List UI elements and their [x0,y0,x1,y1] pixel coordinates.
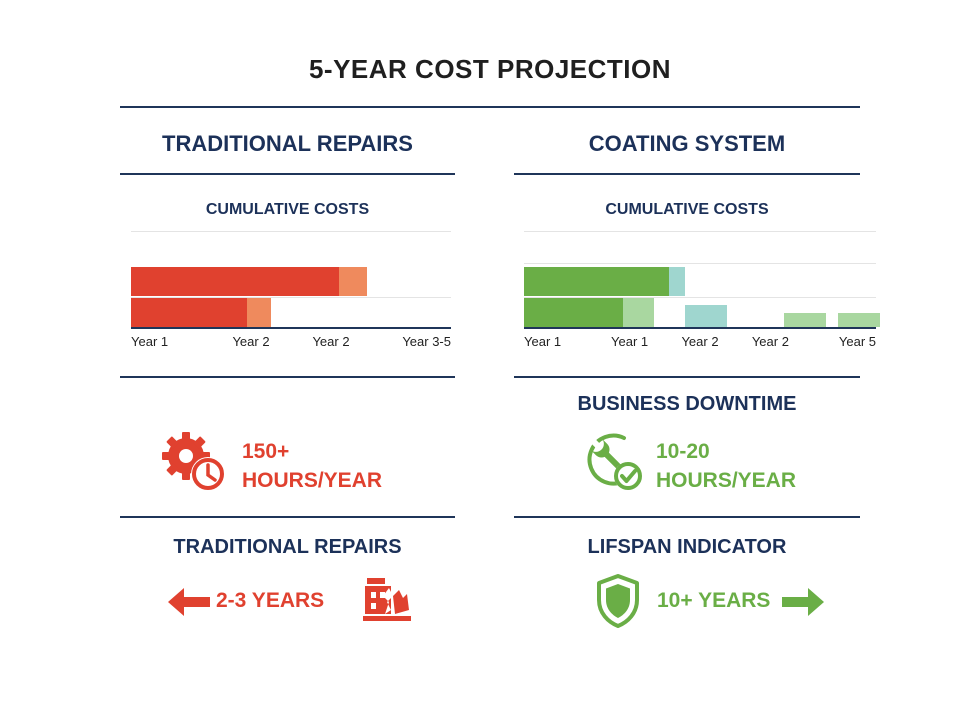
left-x-ticks: Year 1 Year 2 Year 2 Year 3-5 [131,334,451,352]
bar-row2-segment2 [247,298,271,327]
x-tick-label: Year 2 [232,334,270,349]
right-lifespan: 10+ YEARS [657,589,771,612]
right-lower-divider [514,516,860,518]
left-bottom-heading: TRADITIONAL REPAIRS [173,536,402,558]
left-cost-chart [131,226,451,330]
right-cost-chart [524,226,880,330]
x-tick-label: Year 5 [838,334,876,349]
right-heading: COATING SYSTEM [588,131,786,156]
right-downtime-heading: BUSINESS DOWNTIME [577,393,797,415]
right-bottom-heading: LIFSPAN INDICATOR [587,536,787,558]
x-tick-label: Year 2 [312,334,350,349]
bar-row1-segment2 [339,267,367,296]
bar-row2-segment1 [131,298,247,327]
left-downtime-value: 150+ [242,440,290,463]
left-lifespan: 2-3 YEARS [216,589,325,612]
right-chart-subtitle: CUMULATIVE COSTS [605,201,769,218]
gridline [524,231,876,232]
right-heading-divider [514,173,860,175]
arrow-right-icon [782,588,824,616]
left-downtime-unit: HOURS/YEAR [242,469,383,492]
arrow-left-icon [168,588,210,616]
left-chart-subtitle: CUMULATIVE COSTS [205,201,370,218]
bar-row1-segment1 [524,267,670,296]
broken-building-icon [363,576,411,622]
gridline [524,263,876,264]
x-tick-label: Year 1 [131,334,169,349]
bar-row2-segment2 [623,298,655,327]
x-tick-label: Year 1 [524,334,562,349]
x-axis [131,327,451,329]
left-heading-divider [120,173,455,175]
right-downtime-value: 10-20 [656,440,710,463]
x-tick-label: Year 2 [681,334,719,349]
right-downtime-unit: HOURS/YEAR [656,469,797,492]
x-tick-label: Year 2 [751,334,789,349]
left-heading: TRADITIONAL REPAIRS [162,131,413,156]
bar-row1-segment1 [131,267,339,296]
gridline [131,231,451,232]
bar-extra-3 [837,313,880,327]
x-tick-label: Year 1 [611,334,649,349]
x-tick-label: Year 3-5 [402,334,451,349]
bar-extra-1 [684,305,727,327]
shield-icon [596,574,640,628]
bar-extra-2 [784,313,827,327]
bar-row1-segment2 [669,267,685,296]
title-divider [120,106,860,108]
gridline [524,297,876,298]
page-title: 5-YEAR COST PROJECTION [308,54,672,84]
gridline [131,297,451,298]
bar-row2-segment1 [524,298,624,327]
right-downtime-metric: 10-20 HOURS/YEAR [656,437,796,495]
left-lower-divider [120,516,455,518]
left-mid-divider [120,376,455,378]
gear-clock-icon [160,430,232,496]
right-x-ticks: Year 1 Year 1 Year 2 Year 2 Year 5 [524,334,876,352]
x-axis [524,327,876,329]
right-mid-divider [514,376,860,378]
left-downtime-metric: 150+ HOURS/YEAR [242,437,382,495]
wrench-check-icon [580,428,646,494]
